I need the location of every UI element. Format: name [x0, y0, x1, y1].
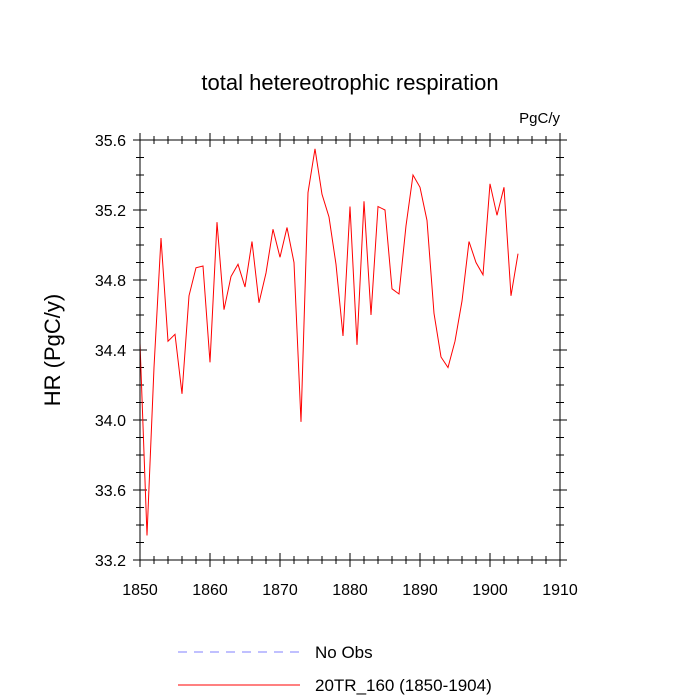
legend-label-20tr-160: 20TR_160 (1850-1904): [315, 676, 492, 695]
x-tick-labels: 1850 1860 1870 1880 1890 1900 1910: [122, 582, 578, 599]
y-tick-label: 34.0: [95, 413, 126, 430]
legend: No Obs 20TR_160 (1850-1904): [178, 643, 492, 695]
x-tick-label: 1850: [122, 582, 158, 599]
y-axis-label: HR (PgC/y): [40, 294, 65, 406]
y-tick-label: 35.2: [95, 203, 126, 220]
y-tick-labels: 33.2 33.6 34.0 34.4 34.8 35.2 35.6: [95, 133, 126, 570]
x-tick-label: 1860: [192, 582, 228, 599]
series-layer: [139, 148, 519, 536]
legend-label-no-obs: No Obs: [315, 643, 373, 662]
x-tick-label: 1870: [262, 582, 298, 599]
y-tick-label: 33.6: [95, 483, 126, 500]
units-label: PgC/y: [519, 110, 560, 127]
axis-ticks: [133, 133, 567, 567]
y-tick-label: 35.6: [95, 133, 126, 150]
x-tick-label: 1900: [472, 582, 508, 599]
chart-title: total hetereotrophic respiration: [201, 70, 498, 95]
plot-frame: [139, 139, 561, 561]
y-tick-label: 34.8: [95, 273, 126, 290]
x-tick-label: 1910: [542, 582, 578, 599]
y-tick-label: 33.2: [95, 553, 126, 570]
x-tick-label: 1890: [402, 582, 438, 599]
x-tick-label: 1880: [332, 582, 368, 599]
series-line-1: [139, 148, 519, 536]
y-tick-label: 34.4: [95, 343, 126, 360]
